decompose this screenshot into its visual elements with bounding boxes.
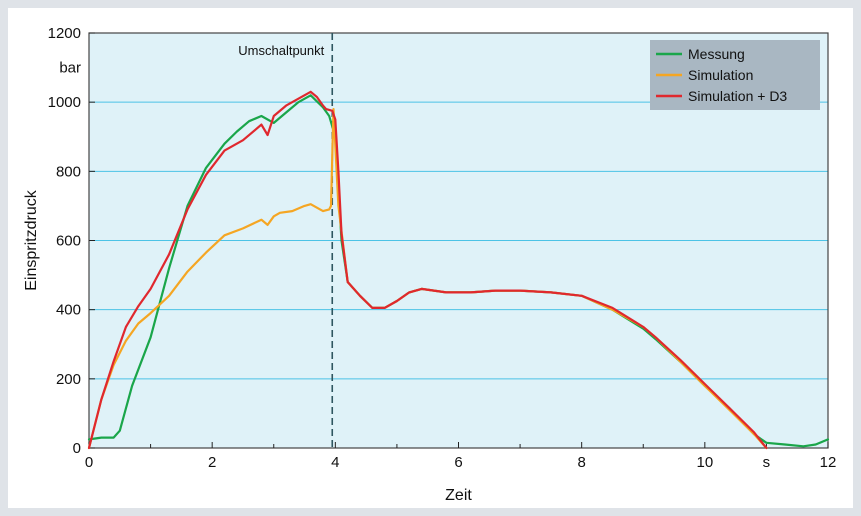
y-tick-label: 1200 — [48, 25, 81, 42]
y-tick-label: 800 — [56, 163, 81, 180]
series-line-2 — [87, 108, 768, 450]
y-tick-label: 1000 — [48, 94, 81, 111]
y-tick-label: 0 — [73, 440, 81, 457]
x-unit-label: s — [763, 454, 771, 471]
y-tick-label: 400 — [56, 302, 81, 319]
x-tick-label: 4 — [331, 454, 339, 471]
x-tick-label: 12 — [820, 454, 837, 471]
y-tick-label: 600 — [56, 233, 81, 250]
x-tick-label: 8 — [577, 454, 585, 471]
y-unit-label: bar — [59, 60, 81, 77]
chart-figure: 0 200 400 600 800 1000 1200 bar 0 2 4 6 8 10 12 s Zeit Ei… — [8, 8, 853, 508]
x-tick-label: 0 — [85, 454, 93, 471]
legend-label: Messung — [688, 46, 745, 62]
line-chart: 0 200 400 600 800 1000 1200 bar 0 2 4 6 8 10 12 s Zeit Ei… — [23, 25, 837, 504]
annotation-label: Umschaltpunkt — [238, 43, 324, 58]
series-line-3 — [87, 90, 768, 450]
x-tick-label: 6 — [454, 454, 462, 471]
x-tick-label: 2 — [208, 454, 216, 471]
legend-label: Simulation — [688, 67, 753, 83]
x-tick-label: 10 — [696, 454, 713, 471]
y-tick-label: 200 — [56, 371, 81, 388]
x-axis-title: Zeit — [445, 487, 472, 504]
y-axis-title: Einspritzdruck — [23, 189, 40, 290]
legend-label: Simulation + D3 — [688, 88, 787, 104]
